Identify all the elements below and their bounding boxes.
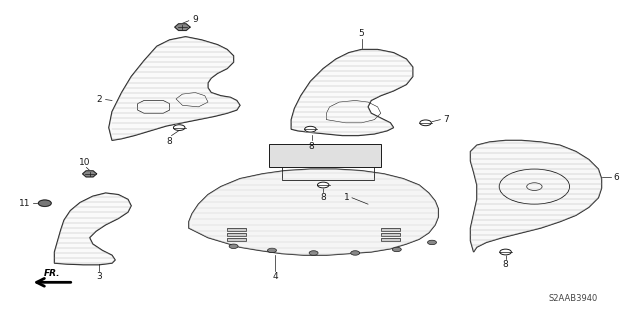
Polygon shape (227, 233, 246, 236)
Circle shape (229, 244, 238, 249)
Polygon shape (54, 193, 131, 265)
Polygon shape (227, 238, 246, 241)
Circle shape (351, 251, 360, 255)
Text: 4: 4 (273, 272, 278, 281)
Polygon shape (109, 37, 240, 140)
Circle shape (428, 240, 436, 245)
Polygon shape (291, 49, 413, 136)
Text: 1: 1 (344, 193, 350, 202)
Polygon shape (381, 233, 400, 236)
Polygon shape (227, 228, 246, 231)
Text: 11: 11 (19, 199, 31, 208)
Polygon shape (381, 238, 400, 241)
Circle shape (317, 182, 329, 188)
Circle shape (420, 120, 431, 126)
Text: 6: 6 (613, 173, 619, 182)
Text: FR.: FR. (44, 269, 61, 278)
Circle shape (305, 126, 316, 132)
Text: 5: 5 (359, 29, 364, 38)
Text: 2: 2 (97, 95, 102, 104)
Bar (282, 163, 374, 180)
Text: 9: 9 (192, 15, 198, 24)
Circle shape (500, 249, 511, 255)
Circle shape (309, 251, 318, 255)
Text: 8: 8 (309, 142, 314, 151)
Circle shape (173, 125, 185, 130)
Polygon shape (175, 24, 190, 30)
Polygon shape (189, 169, 438, 255)
Text: 7: 7 (443, 115, 449, 124)
Text: 8: 8 (503, 260, 508, 269)
Polygon shape (470, 140, 602, 252)
Text: 3: 3 (97, 272, 102, 281)
Text: 10: 10 (79, 158, 90, 167)
Polygon shape (83, 171, 97, 177)
Circle shape (392, 247, 401, 252)
Polygon shape (381, 228, 400, 231)
Circle shape (268, 248, 276, 253)
Text: S2AAB3940: S2AAB3940 (548, 294, 597, 303)
Text: 8: 8 (167, 137, 172, 146)
Circle shape (38, 200, 51, 206)
Bar (269, 144, 381, 167)
Text: 8: 8 (321, 193, 326, 202)
